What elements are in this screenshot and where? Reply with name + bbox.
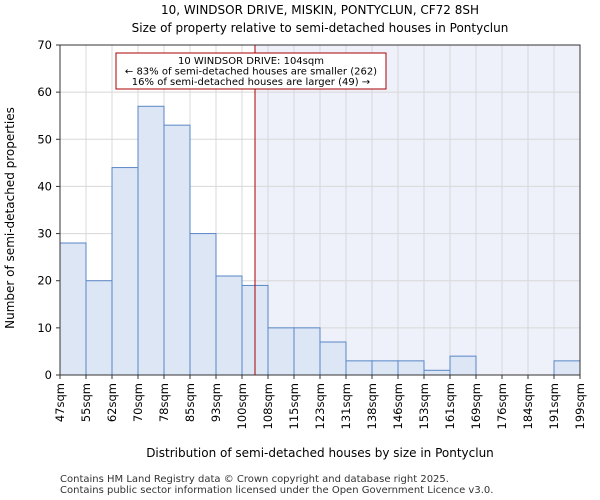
- chart-subtitle: Size of property relative to semi-detach…: [132, 21, 509, 35]
- x-tick-label: 100sqm: [235, 383, 249, 429]
- y-tick-label: 40: [37, 179, 52, 193]
- plot-area: 0 10 20 30 40 50 60 70 47sqm 55sqm 62sqm 70sqm 78sqm…: [37, 38, 587, 429]
- y-tick-label: 70: [37, 38, 52, 52]
- footer-line-2: Contains public sector information licen…: [60, 485, 493, 496]
- x-tick-label: 55sqm: [79, 383, 93, 422]
- x-tick-label: 123sqm: [313, 383, 327, 429]
- x-tick-label: 108sqm: [261, 383, 275, 429]
- x-tick-label: 169sqm: [469, 383, 483, 429]
- histogram-bar: [345, 360, 373, 376]
- x-tick-label: 146sqm: [391, 383, 405, 429]
- annotation-line-3: 16% of semi-detached houses are larger (…: [132, 77, 370, 88]
- histogram-bar: [59, 242, 87, 376]
- annotation-box: [115, 52, 387, 90]
- histogram-bar: [111, 167, 139, 376]
- histogram-bar: [319, 341, 347, 376]
- annotation-line-1: 10 WINDSOR DRIVE: 104sqm: [178, 56, 324, 67]
- histogram-bar: [137, 105, 165, 376]
- histogram-bar: [423, 369, 451, 376]
- y-tick-label: 50: [37, 132, 52, 146]
- histogram-bar: [449, 355, 477, 376]
- x-tick-label: 131sqm: [339, 383, 353, 429]
- x-tick-label: 199sqm: [573, 383, 587, 429]
- footer-line-1: Contains HM Land Registry data © Crown c…: [60, 474, 449, 485]
- x-tick-label: 70sqm: [131, 383, 145, 422]
- x-tick-label: 161sqm: [443, 383, 457, 429]
- x-tick-label: 93sqm: [209, 383, 223, 422]
- histogram-bar: [371, 360, 399, 376]
- y-axis-label: Number of semi-detached properties: [3, 107, 17, 329]
- histogram-bar: [397, 360, 425, 376]
- histogram-bar: [189, 233, 217, 376]
- histogram-bar: [293, 327, 321, 376]
- x-tick-label: 78sqm: [157, 383, 171, 422]
- histogram-bar: [553, 360, 581, 376]
- histogram-bar: [267, 327, 295, 376]
- chart-title: 10, WINDSOR DRIVE, MISKIN, PONTYCLUN, CF…: [161, 3, 479, 17]
- x-tick-label: 191sqm: [547, 383, 561, 429]
- x-tick-label: 62sqm: [105, 383, 119, 422]
- x-tick-label: 115sqm: [287, 383, 301, 429]
- x-tick-label: 184sqm: [521, 383, 535, 429]
- y-tick-label: 10: [37, 321, 52, 335]
- histogram-bar: [163, 124, 191, 376]
- histogram-bar: [85, 280, 113, 376]
- x-tick-label: 176sqm: [495, 383, 509, 429]
- annotation-line-2: ← 83% of semi-detached houses are smalle…: [125, 67, 377, 78]
- y-tick-label: 30: [37, 227, 52, 241]
- y-tick-label: 20: [37, 274, 52, 288]
- x-axis-label: Distribution of semi-detached houses by …: [146, 446, 494, 460]
- x-tick-label: 85sqm: [183, 383, 197, 422]
- y-tick-label: 60: [37, 85, 52, 99]
- x-tick-label: 47sqm: [53, 383, 67, 422]
- x-tick-label: 153sqm: [417, 383, 431, 429]
- x-tick-label: 138sqm: [365, 383, 379, 429]
- histogram-bar: [215, 275, 243, 376]
- larger-region-shade: [255, 45, 580, 375]
- y-tick-label: 0: [45, 368, 52, 382]
